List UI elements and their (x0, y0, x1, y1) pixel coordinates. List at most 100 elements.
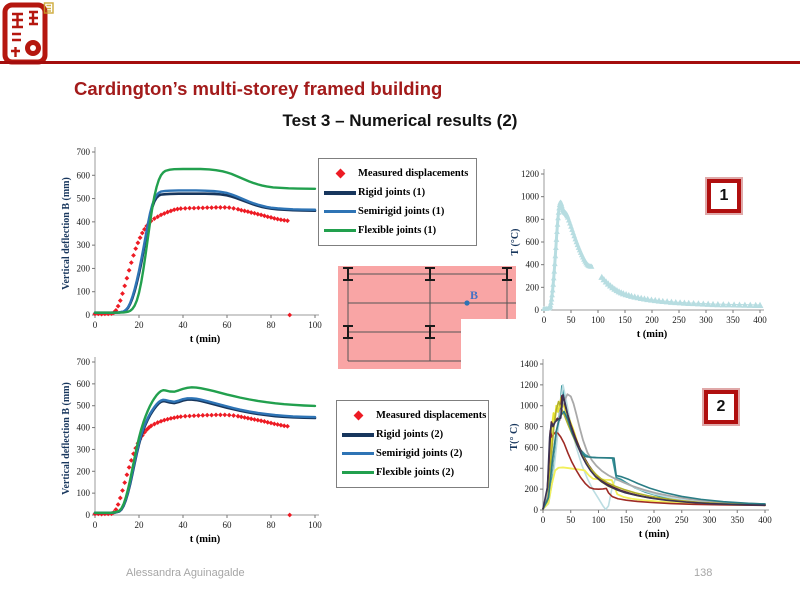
svg-text:1200: 1200 (520, 380, 539, 390)
footer-author: Alessandra Aguinagalde (126, 567, 245, 579)
svg-text:300: 300 (77, 240, 91, 250)
svg-text:100: 100 (77, 488, 91, 498)
svg-text:400: 400 (758, 515, 772, 525)
svg-text:0: 0 (86, 510, 91, 520)
svg-text:t (min): t (min) (639, 529, 670, 540)
legend-label: Measured displacements (358, 168, 469, 179)
svg-text:800: 800 (526, 214, 540, 224)
svg-text:100: 100 (308, 520, 322, 530)
floor-plan-schematic (338, 266, 516, 369)
svg-text:700: 700 (77, 147, 91, 157)
svg-text:Vertical deflection B (mm): Vertical deflection B (mm) (61, 177, 72, 290)
svg-text:0: 0 (93, 520, 98, 530)
svg-text:400: 400 (526, 260, 540, 270)
svg-text:1000: 1000 (521, 192, 540, 202)
legend-label: Semirigid joints (2) (376, 448, 463, 459)
svg-text:40: 40 (179, 320, 189, 330)
svg-text:150: 150 (618, 315, 632, 325)
svg-text:200: 200 (647, 515, 661, 525)
line-swatch-icon (342, 452, 374, 455)
deflection-chart-2-legend: Measured displacements Rigid joints (2) Se… (336, 400, 489, 488)
line-swatch-icon (324, 210, 356, 213)
legend-label: Flexible joints (2) (376, 467, 455, 478)
svg-text:600: 600 (525, 442, 539, 452)
svg-text:50: 50 (566, 515, 576, 525)
svg-text:0: 0 (541, 515, 546, 525)
svg-text:60: 60 (223, 520, 233, 530)
svg-text:300: 300 (699, 315, 713, 325)
svg-text:t (min): t (min) (190, 534, 221, 545)
svg-text:250: 250 (675, 515, 689, 525)
svg-text:100: 100 (308, 320, 322, 330)
svg-text:500: 500 (77, 401, 91, 411)
svg-text:T(° C): T(° C) (509, 423, 520, 450)
slide-subtitle: Test 3 – Numerical results (2) (282, 111, 518, 130)
legend-item: Measured displacements (342, 406, 486, 425)
svg-text:40: 40 (179, 520, 189, 530)
svg-text:50: 50 (567, 315, 577, 325)
svg-text:T (°C): T (°C) (510, 229, 521, 256)
deflection-chart-1: 0 20 40 60 80 100 0 100 200 300 400 500 600 700 t (min… (61, 147, 322, 345)
svg-text:80: 80 (267, 320, 277, 330)
svg-text:350: 350 (731, 515, 745, 525)
legend-item: Semirigid joints (2) (342, 444, 482, 463)
svg-text:400: 400 (77, 217, 91, 227)
svg-text:600: 600 (526, 237, 540, 247)
point-b-marker (464, 300, 470, 306)
legend-item: Flexible joints (1) (324, 221, 470, 240)
marker-badge-1: 1 (707, 179, 741, 213)
svg-text:20: 20 (135, 520, 145, 530)
header-divider-line (0, 61, 800, 64)
svg-text:Vertical deflection B (mm): Vertical deflection B (mm) (61, 382, 72, 495)
line-swatch-icon (324, 229, 356, 232)
svg-text:100: 100 (77, 287, 91, 297)
svg-text:200: 200 (526, 282, 540, 292)
legend-item: Rigid joints (1) (324, 183, 470, 202)
svg-text:0: 0 (534, 505, 539, 515)
svg-text:400: 400 (753, 315, 767, 325)
slide-title: Cardington’s multi-storey framed buildin… (74, 78, 443, 99)
temperature-chart-1: 0 50 100 150 200 250 300 350 400 0 200 400 600 800 100… (510, 169, 767, 340)
legend-label: Semirigid joints (1) (358, 206, 445, 217)
svg-text:80: 80 (267, 520, 277, 530)
svg-text:500: 500 (77, 194, 91, 204)
point-b-label: B (470, 288, 479, 302)
legend-item: Rigid joints (2) (342, 425, 482, 444)
temperature-chart-2: 0 50 100 150 200 250 300 350 400 0 200 400 600 800 100… (509, 359, 772, 540)
legend-item: Measured displacements (324, 164, 470, 183)
line-swatch-icon (324, 190, 356, 195)
svg-text:300: 300 (77, 444, 91, 454)
svg-text:200: 200 (77, 263, 91, 273)
svg-text:100: 100 (592, 515, 606, 525)
footer-page-number: 138 (694, 567, 713, 579)
svg-text:60: 60 (223, 320, 233, 330)
svg-text:1400: 1400 (520, 359, 539, 369)
svg-text:300: 300 (703, 515, 717, 525)
svg-text:700: 700 (77, 357, 91, 367)
diamond-marker-icon (342, 410, 374, 421)
svg-text:t (min): t (min) (637, 329, 668, 340)
marker-badge-2: 2 (704, 390, 738, 424)
svg-text:200: 200 (645, 315, 659, 325)
svg-text:350: 350 (726, 315, 740, 325)
svg-text:t (min): t (min) (190, 334, 221, 345)
svg-text:800: 800 (525, 422, 539, 432)
svg-text:150: 150 (620, 515, 634, 525)
svg-text:100: 100 (591, 315, 605, 325)
svg-text:0: 0 (542, 315, 547, 325)
svg-text:1200: 1200 (521, 169, 540, 179)
svg-text:0: 0 (535, 305, 540, 315)
svg-text:1000: 1000 (520, 401, 539, 411)
stamp-logo-icon (2, 2, 54, 65)
legend-label: Rigid joints (2) (376, 429, 444, 440)
svg-text:400: 400 (77, 423, 91, 433)
column-section-icons (343, 267, 512, 339)
legend-item: Semirigid joints (1) (324, 202, 470, 221)
svg-text:600: 600 (77, 379, 91, 389)
deflection-chart-2: 0 20 40 60 80 100 0 100 200 300 400 500 600 700 t (min… (61, 357, 322, 545)
svg-text:200: 200 (77, 466, 91, 476)
svg-text:20: 20 (135, 320, 145, 330)
deflection-chart-1-legend: Measured displacements Rigid joints (1) Se… (318, 158, 477, 246)
svg-text:250: 250 (672, 315, 686, 325)
